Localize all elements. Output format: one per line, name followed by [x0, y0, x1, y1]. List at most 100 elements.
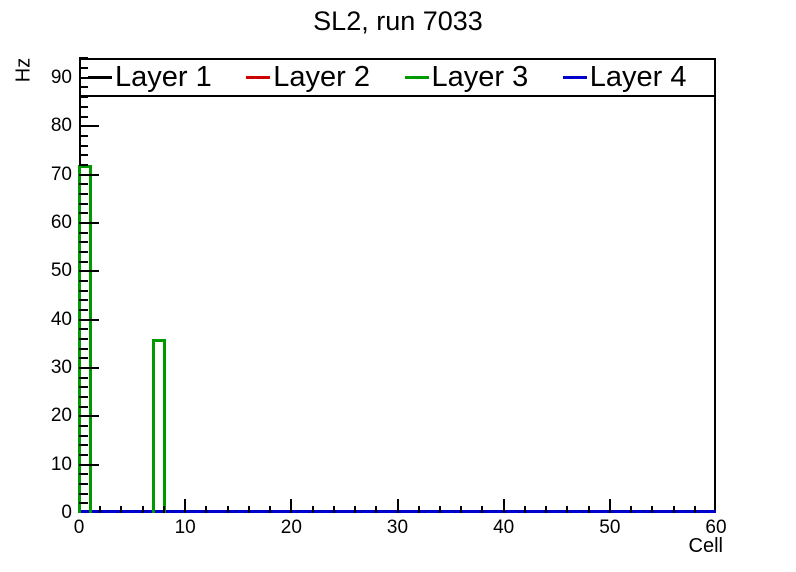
x-minor-tick	[99, 506, 102, 513]
x-tick-label: 30	[386, 517, 409, 538]
y-major-tick	[79, 463, 99, 466]
y-minor-tick	[79, 395, 88, 398]
legend-line-sample	[404, 76, 429, 79]
y-minor-tick	[79, 279, 88, 282]
y-tick-label: 30	[50, 356, 72, 378]
x-minor-tick	[226, 506, 229, 513]
x-minor-tick	[693, 506, 696, 513]
y-tick-label: 70	[50, 163, 72, 185]
x-minor-tick	[460, 506, 463, 513]
y-minor-tick	[79, 163, 88, 166]
y-tick-label: 60	[50, 211, 72, 233]
y-minor-tick	[79, 482, 88, 485]
y-minor-tick	[79, 357, 88, 360]
x-minor-tick	[120, 506, 123, 513]
y-tick-label: 20	[50, 405, 72, 427]
x-tick-label: 0	[73, 517, 85, 538]
y-minor-tick	[79, 212, 88, 215]
x-tick-label: 60	[705, 517, 727, 538]
y-minor-tick	[79, 492, 88, 495]
y-tick-label: 0	[61, 502, 72, 523]
x-minor-tick	[311, 506, 314, 513]
x-major-tick	[608, 499, 611, 513]
y-major-tick	[79, 173, 99, 176]
y-minor-tick	[79, 86, 88, 89]
y-minor-tick	[79, 289, 88, 292]
legend-line-sample	[246, 76, 271, 79]
x-axis-title: Cell	[688, 535, 723, 557]
y-minor-tick	[79, 115, 88, 118]
x-minor-tick	[672, 506, 675, 513]
y-minor-tick	[79, 96, 88, 99]
legend-line-sample	[88, 76, 112, 79]
legend-entry-layer-3: Layer 3	[398, 60, 556, 95]
y-minor-tick	[79, 192, 88, 195]
x-tick-label: 40	[493, 517, 515, 538]
x-minor-tick	[651, 506, 654, 513]
y-minor-tick	[79, 347, 88, 350]
x-minor-tick	[205, 506, 208, 513]
x-minor-tick	[481, 506, 484, 513]
chart-title: SL2, run 7033	[313, 6, 483, 36]
x-minor-tick	[438, 506, 441, 513]
y-minor-tick	[79, 105, 88, 108]
y-minor-tick	[79, 260, 88, 263]
y-minor-tick	[79, 144, 88, 147]
y-minor-tick	[79, 154, 88, 157]
y-minor-tick	[79, 134, 88, 137]
legend-entry-layer-2: Layer 2	[239, 60, 397, 95]
x-minor-tick	[523, 506, 526, 513]
y-minor-tick	[79, 405, 88, 408]
x-minor-tick	[247, 506, 250, 513]
y-minor-tick	[79, 231, 88, 234]
x-tick-label: 20	[280, 517, 302, 538]
legend-entry-layer-1: Layer 1	[81, 60, 239, 95]
x-minor-tick	[354, 506, 357, 513]
y-minor-tick	[79, 308, 88, 311]
y-tick-label: 80	[50, 115, 72, 137]
y-minor-tick	[79, 67, 88, 70]
x-minor-tick	[566, 506, 569, 513]
y-minor-tick	[79, 183, 88, 186]
y-minor-tick	[79, 444, 88, 447]
y-major-tick	[79, 366, 99, 369]
y-major-tick	[79, 125, 99, 128]
x-minor-tick	[162, 506, 165, 513]
y-tick-label: 10	[50, 453, 72, 475]
y-tick-label: 50	[50, 260, 72, 282]
legend: Layer 1 Layer 2 Layer 3 Layer 4	[79, 58, 716, 97]
x-major-tick	[184, 499, 187, 513]
x-major-tick	[290, 499, 293, 513]
bar-layer-3-cell-7	[152, 338, 166, 513]
y-minor-tick	[79, 434, 88, 437]
legend-line-sample	[562, 76, 587, 79]
y-minor-tick	[79, 424, 88, 427]
legend-entry-layer-4: Layer 4	[556, 60, 714, 95]
y-minor-tick	[79, 299, 88, 302]
y-tick-label: 40	[50, 308, 72, 330]
y-major-tick	[79, 318, 99, 321]
x-minor-tick	[587, 506, 590, 513]
x-tick-label: 10	[174, 517, 196, 538]
legend-label: Layer 3	[431, 61, 529, 93]
y-minor-tick	[79, 376, 88, 379]
y-minor-tick	[79, 241, 88, 244]
x-minor-tick	[332, 506, 335, 513]
x-major-tick	[502, 499, 505, 513]
y-minor-tick	[79, 337, 88, 340]
y-major-tick	[79, 221, 99, 224]
x-minor-tick	[545, 506, 548, 513]
legend-label: Layer 1	[115, 61, 212, 93]
y-minor-tick	[79, 202, 88, 205]
x-minor-tick	[141, 506, 144, 513]
plot-frame	[78, 57, 716, 513]
y-tick-label: 90	[50, 66, 72, 88]
y-minor-tick	[79, 473, 88, 476]
legend-label: Layer 2	[273, 61, 370, 93]
y-major-tick	[79, 270, 99, 273]
x-minor-tick	[630, 506, 633, 513]
x-minor-tick	[269, 506, 272, 513]
legend-label: Layer 4	[589, 61, 687, 93]
y-minor-tick	[79, 328, 88, 331]
